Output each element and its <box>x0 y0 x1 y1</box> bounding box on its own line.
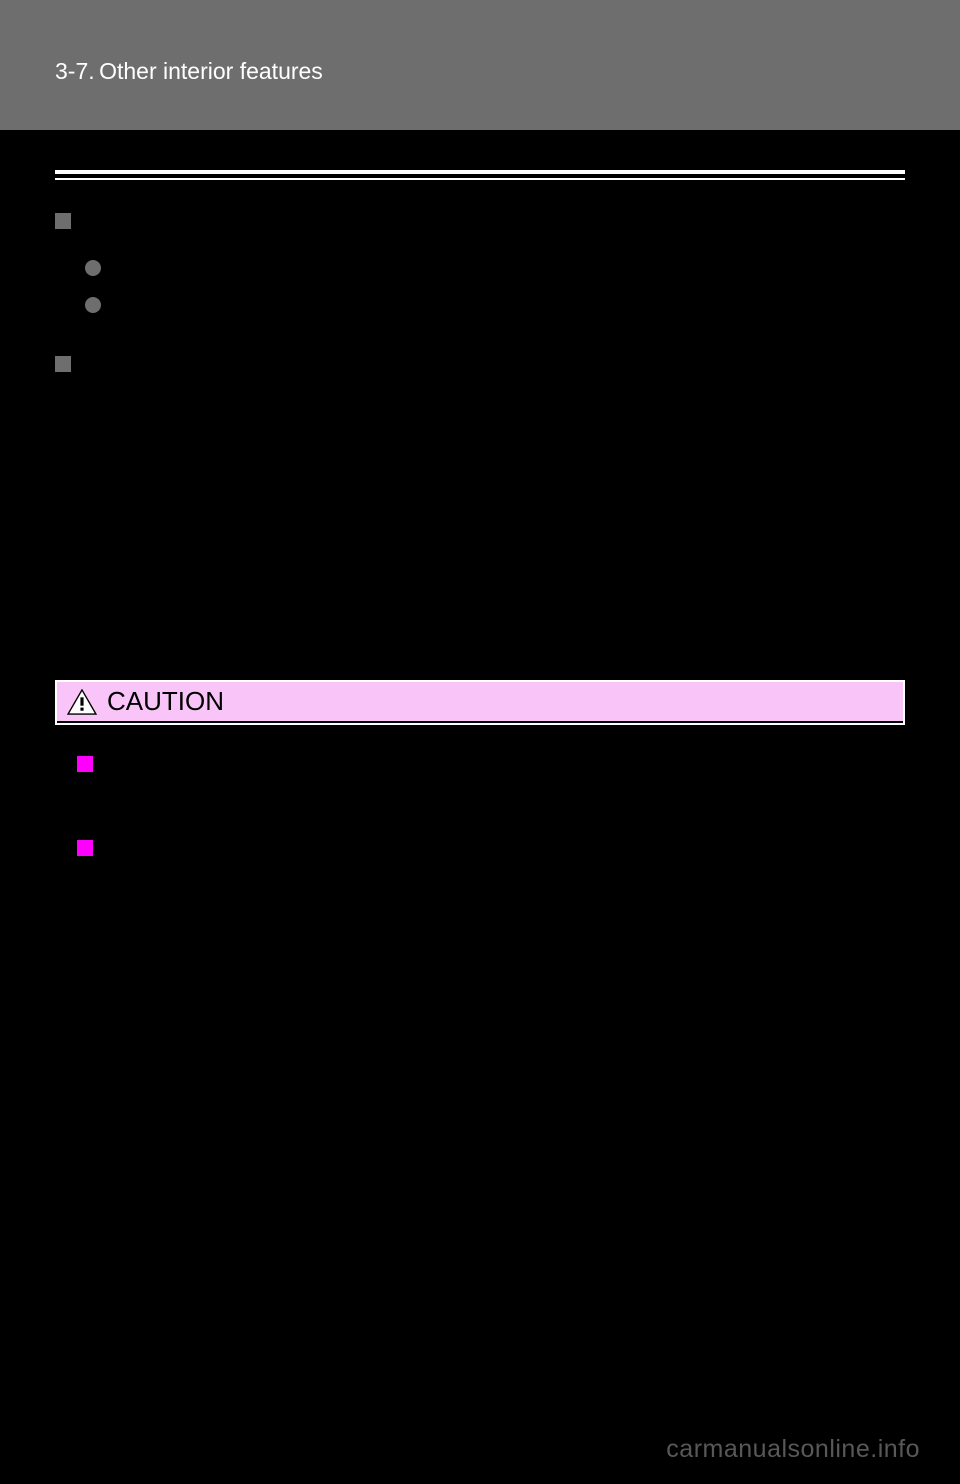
caution-box: CAUTION <box>55 680 905 725</box>
caution-item <box>77 753 883 772</box>
caution-title: CAUTION <box>107 686 224 717</box>
pink-square-marker-icon <box>77 756 93 772</box>
circle-marker-icon <box>85 297 101 313</box>
section-number: 3-7. <box>55 58 95 84</box>
caution-content <box>0 725 960 949</box>
watermark-text: carmanualsonline.info <box>666 1435 920 1464</box>
bullet-item <box>85 294 905 313</box>
caution-header: CAUTION <box>57 682 903 723</box>
page-header: 3-7. Other interior features <box>0 0 960 130</box>
main-content <box>0 180 960 372</box>
circle-marker-icon <box>85 260 101 276</box>
pink-square-marker-icon <box>77 840 93 856</box>
caution-item <box>77 837 883 856</box>
warning-triangle-icon <box>67 689 97 715</box>
section-heading <box>55 210 905 229</box>
section-heading <box>55 353 905 372</box>
section-divider <box>55 170 905 180</box>
section-title: Other interior features <box>99 58 323 84</box>
bullet-item <box>85 257 905 276</box>
square-marker-icon <box>55 213 71 229</box>
square-marker-icon <box>55 356 71 372</box>
